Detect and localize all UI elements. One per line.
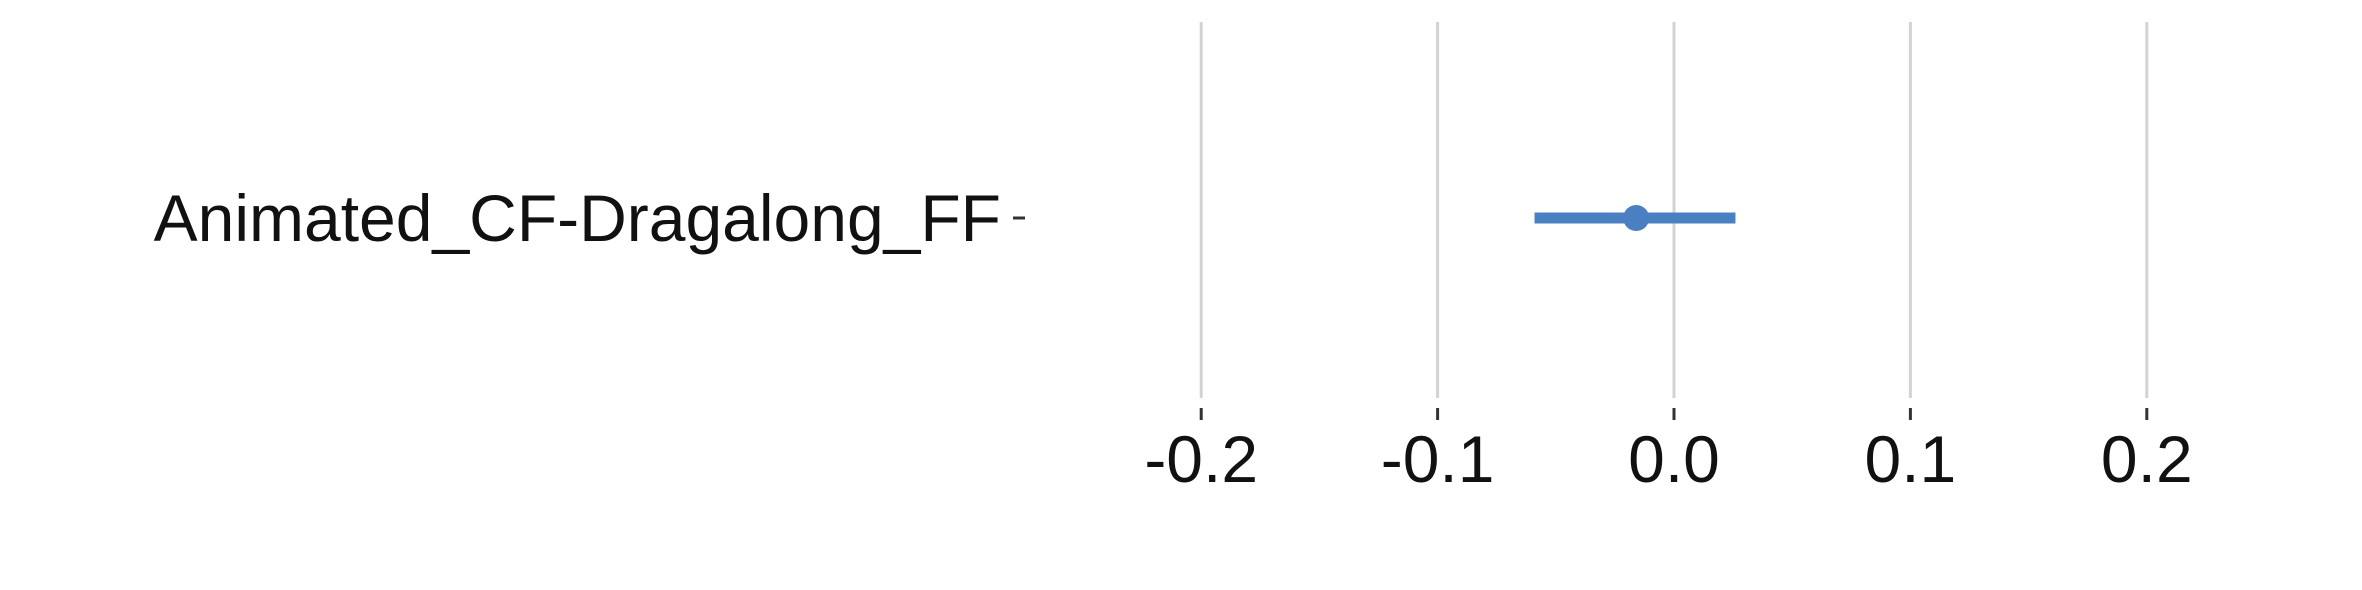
point-estimate-0-0 [1623, 205, 1650, 231]
x-tick-label-1: -0.1 [1381, 422, 1495, 496]
gridlines [1199, 22, 2149, 398]
estimate-marks [1534, 205, 1736, 231]
x-tick-label-4: 0.2 [2101, 422, 2193, 496]
x-tick-label-2: 0.0 [1628, 422, 1720, 496]
x-tick-label-3: 0.1 [1865, 422, 1957, 496]
x-tick-label-0: -0.2 [1144, 422, 1258, 496]
category-label-0: Animated_CF-Dragalong_FF [154, 181, 1001, 255]
x-axis: -0.2 -0.1 0.0 0.1 0.2 [1144, 408, 2193, 496]
y-axis: Animated_CF-Dragalong_FF [154, 181, 1025, 255]
